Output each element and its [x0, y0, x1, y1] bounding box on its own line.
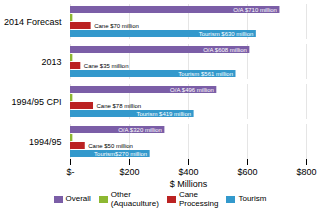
- svg-text:2014 Forecast: 2014 Forecast: [4, 17, 62, 27]
- html-text:Cane Processing: Cane Processing: [178, 190, 219, 208]
- svg-text:$800: $800: [296, 167, 316, 177]
- svg-text:$600: $600: [237, 167, 257, 177]
- svg-text:$200: $200: [119, 167, 139, 177]
- html-text:Overall: Overall: [65, 194, 91, 204]
- svg-text:Tourism $630 million: Tourism $630 million: [199, 31, 254, 37]
- svg-text:1994/95: 1994/95: [29, 137, 62, 147]
- html-text:Other (Aquaculture): Other (Aquaculture): [110, 190, 159, 208]
- svg-text:Tourism$270 million: Tourism$270 million: [94, 151, 147, 157]
- svg-text:O/A $710 million: O/A $710 million: [233, 7, 277, 13]
- svg-text:$ Millions: $ Millions: [170, 179, 208, 189]
- svg-text:Tourism $419 million: Tourism $419 million: [136, 111, 191, 117]
- svg-text:O/A $496 million: O/A $496 million: [170, 87, 214, 93]
- svg-text:O/A $608 million: O/A $608 million: [203, 47, 247, 53]
- svg-text:Cane $50 million: Cane $50 million: [88, 143, 133, 149]
- svg-text:Tourism $561 million: Tourism $561 million: [178, 71, 233, 77]
- svg-text:Cane $78 million: Cane $78 million: [97, 103, 142, 109]
- svg-text:Cane $35 million: Cane $35 million: [84, 63, 129, 69]
- svg-text:Cane $70 million: Cane $70 million: [94, 23, 139, 29]
- svg-text:O/A $320 million: O/A $320 million: [118, 127, 162, 133]
- svg-text:1994/95 CPI: 1994/95 CPI: [11, 97, 61, 107]
- svg-text:$400: $400: [178, 167, 198, 177]
- svg-text:2013: 2013: [41, 57, 61, 67]
- svg-text:$-: $-: [66, 167, 74, 177]
- html-text:Tourism: Tourism: [238, 194, 267, 204]
